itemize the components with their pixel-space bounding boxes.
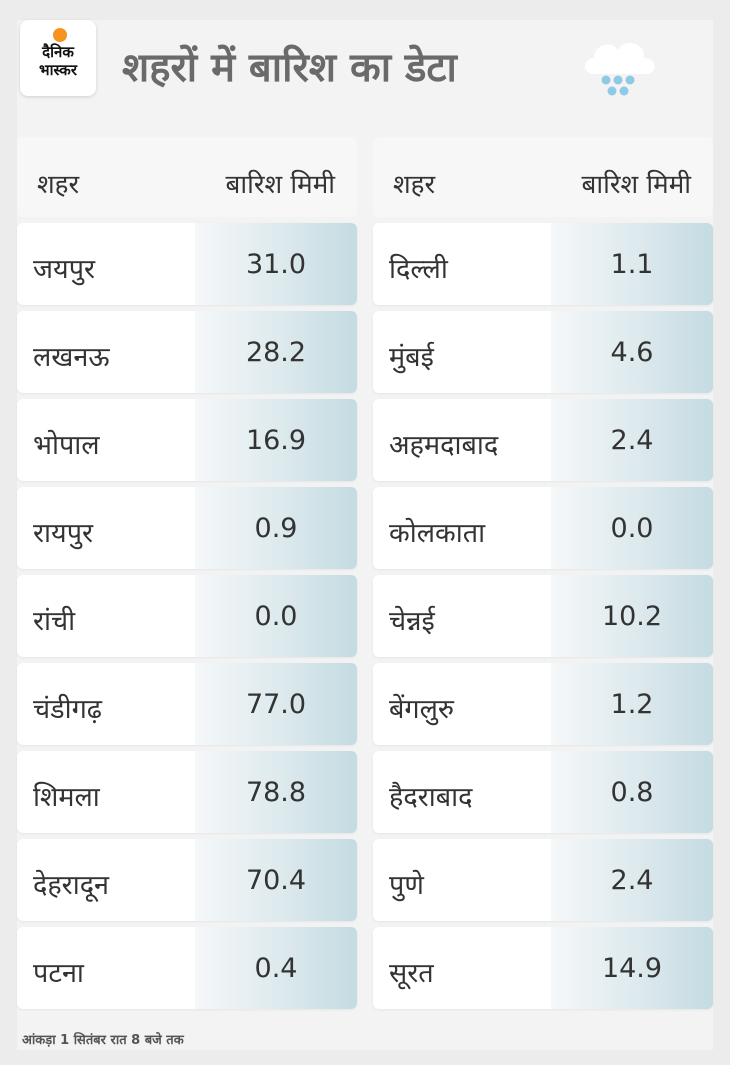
logo-line-1: दैनिक — [42, 43, 74, 61]
city-name: पुणे — [389, 870, 424, 901]
table-row: पटना 0.4 — [17, 927, 357, 1009]
table-row: लखनऊ 28.2 — [17, 311, 357, 393]
city-name: मुंबई — [389, 342, 434, 373]
rain-cell: 4.6 — [551, 311, 713, 393]
rain-cell: 31.0 — [195, 223, 357, 305]
rain-cell: 70.4 — [195, 839, 357, 921]
table-row: चंडीगढ़ 77.0 — [17, 663, 357, 745]
city-name: देहरादून — [33, 870, 110, 901]
table-row: बेंगलुरु 1.2 — [373, 663, 713, 745]
rain-value: 16.9 — [245, 425, 307, 456]
logo-line-2: भास्कर — [39, 61, 77, 79]
rain-cell: 2.4 — [551, 839, 713, 921]
rain-cell: 10.2 — [551, 575, 713, 657]
page-title: शहरों में बारिश का डेटा — [122, 45, 457, 91]
rain-value: 70.4 — [245, 865, 307, 896]
right-table: शहर बारिश मिमी दिल्ली 1.1 मुंबई 4.6 अहमदाबाद… — [373, 137, 713, 1009]
rain-value: 31.0 — [245, 249, 307, 280]
rain-cell: 1.2 — [551, 663, 713, 745]
table-row: पुणे 2.4 — [373, 839, 713, 921]
rain-cell: 28.2 — [195, 311, 357, 393]
rain-cell: 77.0 — [195, 663, 357, 745]
table-row: अहमदाबाद 2.4 — [373, 399, 713, 481]
table-row: चेन्नई 10.2 — [373, 575, 713, 657]
table-row: दिल्ली 1.1 — [373, 223, 713, 305]
header-city: शहर — [393, 170, 436, 200]
rain-value: 14.9 — [601, 953, 663, 984]
rain-value: 10.2 — [601, 601, 663, 632]
table-row: हैदराबाद 0.8 — [373, 751, 713, 833]
city-name: हैदराबाद — [389, 782, 473, 813]
rain-cell: 1.1 — [551, 223, 713, 305]
rain-value: 28.2 — [245, 337, 307, 368]
table-row: शिमला 78.8 — [17, 751, 357, 833]
rain-cell: 0.9 — [195, 487, 357, 569]
left-table: शहर बारिश मिमी जयपुर 31.0 लखनऊ 28.2 भोपाल 16.… — [17, 137, 357, 1009]
brand-logo: दैनिक भास्कर — [20, 20, 96, 96]
header-city: शहर — [37, 170, 80, 200]
city-name: रायपुर — [33, 518, 94, 549]
city-name: अहमदाबाद — [389, 430, 499, 461]
city-name: बेंगलुरु — [389, 694, 455, 725]
rain-cell: 78.8 — [195, 751, 357, 833]
rain-cell: 16.9 — [195, 399, 357, 481]
table-row: रांची 0.0 — [17, 575, 357, 657]
city-name: लखनऊ — [33, 342, 110, 373]
table-header-left: शहर बारिश मिमी — [17, 137, 357, 217]
rain-cell: 0.0 — [195, 575, 357, 657]
rain-cell: 0.8 — [551, 751, 713, 833]
header-rain: बारिश मिमी — [225, 170, 335, 200]
rain-cell: 2.4 — [551, 399, 713, 481]
header-rain: बारिश मिमी — [581, 170, 691, 200]
table-row: मुंबई 4.6 — [373, 311, 713, 393]
city-name: रांची — [33, 606, 76, 637]
city-name: शिमला — [33, 782, 100, 813]
city-name: चंडीगढ़ — [33, 694, 102, 725]
city-name: पटना — [33, 958, 84, 989]
rain-value: 0.8 — [610, 777, 654, 808]
city-name: कोलकाता — [389, 518, 486, 549]
rain-cell: 0.0 — [551, 487, 713, 569]
rain-value: 2.4 — [610, 425, 654, 456]
city-name: भोपाल — [33, 430, 100, 461]
footnote: आंकड़ा 1 सितंबर रात 8 बजे तक — [22, 1033, 184, 1048]
rain-value: 4.6 — [610, 337, 654, 368]
rain-cloud-icon — [585, 43, 655, 96]
table-row: भोपाल 16.9 — [17, 399, 357, 481]
table-row: कोलकाता 0.0 — [373, 487, 713, 569]
table-header-right: शहर बारिश मिमी — [373, 137, 713, 217]
rain-value: 1.1 — [610, 249, 654, 280]
rain-value: 0.9 — [254, 513, 298, 544]
rain-value: 77.0 — [245, 689, 307, 720]
logo-sun-dot — [53, 28, 67, 42]
rain-value: 0.4 — [254, 953, 298, 984]
rain-value: 0.0 — [254, 601, 298, 632]
city-name: सूरत — [389, 958, 434, 989]
table-row: देहरादून 70.4 — [17, 839, 357, 921]
rain-value: 1.2 — [610, 689, 654, 720]
city-name: जयपुर — [33, 254, 96, 285]
table-row: जयपुर 31.0 — [17, 223, 357, 305]
rain-cell: 14.9 — [551, 927, 713, 1009]
city-name: चेन्नई — [389, 606, 435, 637]
rain-value: 0.0 — [610, 513, 654, 544]
rain-cell: 0.4 — [195, 927, 357, 1009]
table-row: सूरत 14.9 — [373, 927, 713, 1009]
table-row: रायपुर 0.9 — [17, 487, 357, 569]
rain-value: 78.8 — [245, 777, 307, 808]
rain-value: 2.4 — [610, 865, 654, 896]
city-name: दिल्ली — [389, 254, 448, 285]
